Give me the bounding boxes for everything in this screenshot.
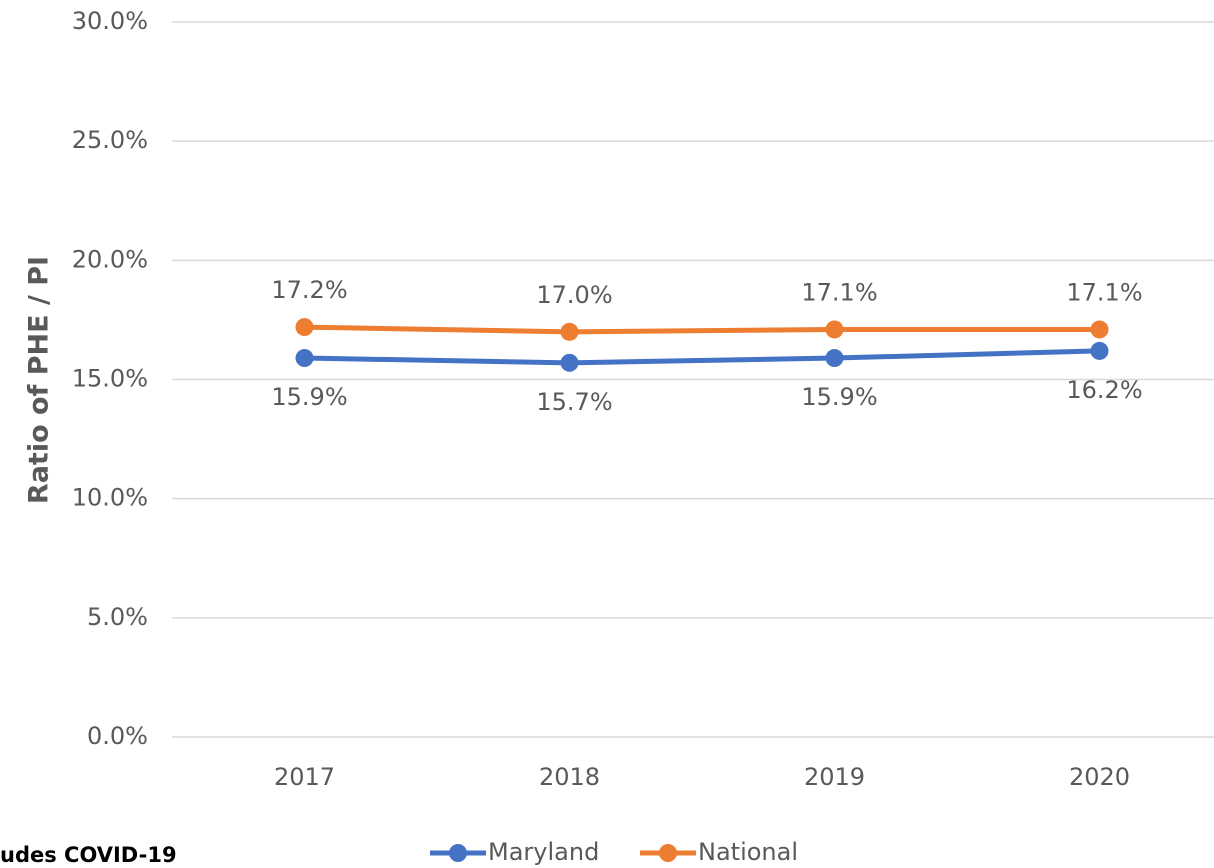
legend-marker <box>659 844 677 862</box>
y-tick-label: 5.0% <box>87 603 148 631</box>
point <box>1090 320 1109 339</box>
point <box>295 349 314 368</box>
x-tick-label: 2020 <box>1069 763 1130 791</box>
note: udes COVID-19 <box>0 843 177 867</box>
data-label: 15.9% <box>271 383 347 411</box>
series-line <box>304 348 1100 366</box>
y-tick-label: 15.0% <box>72 365 148 393</box>
point <box>295 318 314 337</box>
y-tick-label: 0.0% <box>87 722 148 750</box>
series-line <box>304 324 1100 335</box>
y-tick-label: 30.0% <box>72 7 148 35</box>
x-tick-label: 2017 <box>274 763 335 791</box>
data-label: 15.7% <box>536 388 612 416</box>
point <box>560 322 579 341</box>
legend-label: Maryland <box>488 838 599 866</box>
point <box>1090 341 1109 360</box>
y-tick-label: 20.0% <box>72 245 148 273</box>
y-axis-label: Ratio of PHE / PI <box>24 256 55 504</box>
y-tick-label: 25.0% <box>72 126 148 154</box>
data-label: 17.1% <box>1066 278 1142 306</box>
x-tick-label: 2018 <box>539 763 600 791</box>
x-tick-label: 2019 <box>804 763 865 791</box>
data-label: 17.1% <box>801 278 877 306</box>
legend-label: National <box>698 838 798 866</box>
data-label: 17.0% <box>536 281 612 309</box>
data-label: 15.9% <box>801 383 877 411</box>
point <box>825 320 844 339</box>
data-label: 17.2% <box>271 276 347 304</box>
point <box>560 353 579 372</box>
legend-marker <box>449 844 467 862</box>
data-label: 16.2% <box>1066 376 1142 404</box>
point <box>825 349 844 368</box>
y-tick-label: 10.0% <box>72 484 148 512</box>
